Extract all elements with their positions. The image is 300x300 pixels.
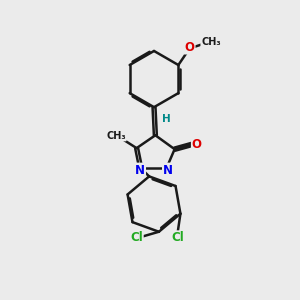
Text: O: O (192, 138, 202, 151)
Text: N: N (135, 164, 145, 177)
Text: O: O (184, 40, 195, 54)
Text: Cl: Cl (171, 231, 184, 244)
Text: H: H (162, 113, 171, 124)
Text: CH₃: CH₃ (201, 37, 221, 47)
Text: CH₃: CH₃ (106, 130, 126, 140)
Text: N: N (163, 164, 173, 177)
Text: Cl: Cl (130, 231, 143, 244)
